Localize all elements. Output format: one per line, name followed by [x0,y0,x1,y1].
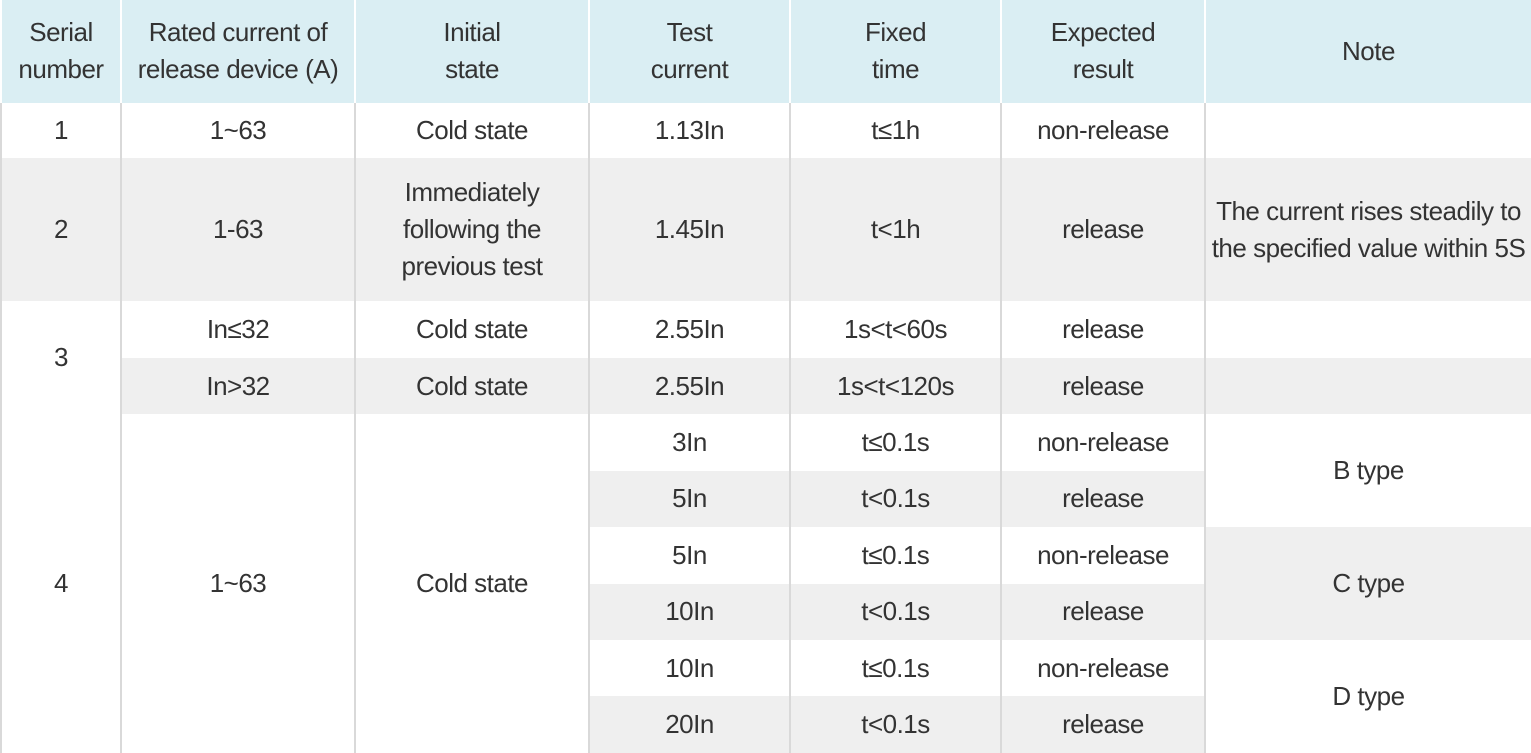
cell: In≤32 [120,301,356,358]
cell: 3 [0,301,122,415]
cell: 1~63 [120,414,356,753]
header-cell: Serial number [0,0,122,103]
cell: 1.45In [588,158,791,302]
cell: Cold state [354,301,590,358]
cell: t<1h [789,158,1002,302]
cell: Cold state [354,357,590,415]
row: 3 In≤32 Cold state 2.55In 1s<t<60s relea… [0,301,1531,415]
header-cell: Test current [588,0,791,103]
cell: 4 [0,414,122,753]
cell: t<0.1s [789,583,1002,640]
cell: t<0.1s [789,696,1002,753]
header-cell: Rated current of release device (A) [120,0,356,103]
cell: t≤0.1s [789,640,1002,697]
cell: t≤1h [789,102,1002,159]
cell: release [1000,357,1206,415]
header-cell: Expected result [1000,0,1206,103]
cell: 1 [0,102,122,159]
cell: 10In [588,583,791,640]
cell: Cold state [354,102,590,159]
cell [1204,357,1531,415]
cell: t≤0.1s [789,414,1002,471]
cell: Immediately following the previous test [354,158,590,302]
cell [1204,102,1531,159]
header-cell: Note [1204,0,1531,103]
cell: 2.55In [588,357,791,415]
cell: non-release [1000,527,1206,584]
cell: 20In [588,696,791,753]
cell: 10In [588,640,791,697]
cell: non-release [1000,102,1206,159]
cell: t<0.1s [789,470,1002,528]
cell: release [1000,583,1206,640]
cell: 1~63 [120,102,356,159]
cell: 1s<t<60s [789,301,1002,358]
cell: C type [1204,527,1531,640]
cell: release [1000,470,1206,528]
cell [1204,301,1531,358]
cell: release [1000,301,1206,358]
cell: non-release [1000,640,1206,697]
cell: t≤0.1s [789,527,1002,584]
cell: Cold state [354,414,590,753]
cell: 3In [588,414,791,471]
header-row: Serial number Rated current of release d… [0,0,1531,103]
row: 2 1-63 Immediately following the previou… [0,158,1531,302]
cell: 1s<t<120s [789,357,1002,415]
cell: 5In [588,527,791,584]
cell: The current rises steadily to the specif… [1204,158,1531,302]
cell: release [1000,158,1206,302]
cell: release [1000,696,1206,753]
header-cell: Fixed time [789,0,1002,103]
cell: B type [1204,414,1531,528]
row: 4 1~63 Cold state 3In t≤0.1s non-release… [0,414,1531,753]
cell: 2.55In [588,301,791,358]
cell: non-release [1000,414,1206,471]
cell: 1.13In [588,102,791,159]
header-cell: Initial state [354,0,590,103]
row: 1 1~63 Cold state 1.13In t≤1h non-releas… [0,102,1531,159]
cell: 1-63 [120,158,356,302]
cell: 2 [0,158,122,302]
cell: 5In [588,470,791,528]
row: In>32 Cold state 2.55In 1s<t<120s releas… [1,357,1531,415]
cell: D type [1204,640,1531,753]
cell: In>32 [120,357,356,415]
